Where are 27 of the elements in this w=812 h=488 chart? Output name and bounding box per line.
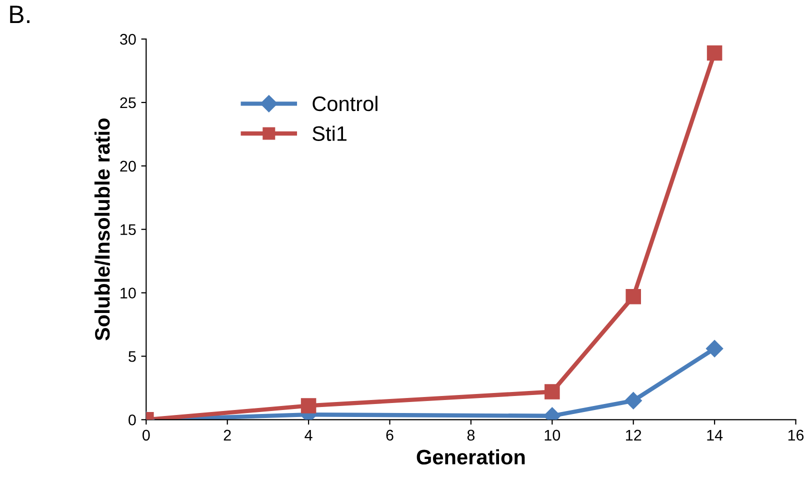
x-tick-label: 16: [788, 430, 804, 441]
x-tick-label: 8: [467, 430, 475, 441]
y-tick-label: 5: [128, 351, 136, 362]
y-tick-label: 20: [120, 160, 136, 172]
y-tick-label: 30: [120, 34, 136, 45]
point: [706, 45, 722, 61]
point: [706, 340, 724, 358]
point: [624, 392, 642, 410]
y-tick-label: 15: [120, 224, 136, 236]
point: [626, 288, 641, 304]
x-tick-label: 14: [707, 430, 723, 440]
x-tick-label: 4: [304, 430, 312, 440]
text: B.: [10, 6, 30, 23]
point: [300, 398, 316, 414]
point: [544, 384, 560, 400]
y-tick-label: 0: [128, 414, 136, 426]
x-tick-label: 0: [142, 430, 150, 441]
x-tick-label: 2: [224, 430, 231, 440]
x-tick-label: 10: [544, 430, 560, 441]
legend-label: Control: [312, 96, 378, 112]
y-tick-label: 25: [120, 97, 136, 108]
x-tick-label: 6: [386, 430, 394, 441]
x-axis-title: Generation: [416, 449, 525, 464]
y-tick-label: 10: [120, 288, 136, 298]
x-tick-label: 12: [626, 430, 642, 440]
legend-label: Sti1: [312, 126, 346, 141]
y-axis-title: Soluble/Insoluble ratio: [94, 118, 110, 340]
